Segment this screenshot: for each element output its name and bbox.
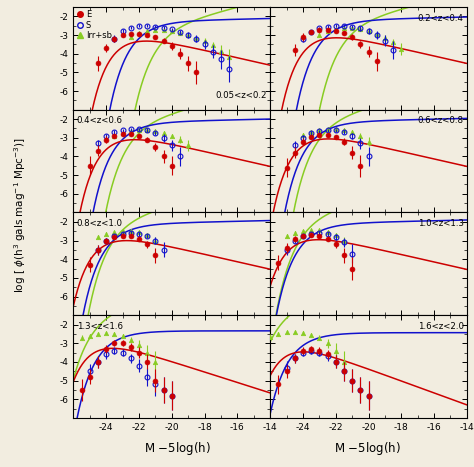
Text: M $-$5log(h): M $-$5log(h) [145,440,211,457]
Text: 1.3<z<1.6: 1.3<z<1.6 [77,322,123,331]
Text: log [ $\phi$(h$^3$ gals mag$^{-1}$ Mpc$^{-3}$)]: log [ $\phi$(h$^3$ gals mag$^{-1}$ Mpc$^… [12,137,28,293]
Legend: E, S, Irr+sb: E, S, Irr+sb [76,9,113,41]
Text: 0.6<z<0.8: 0.6<z<0.8 [418,116,464,125]
Text: 1.6<z<2.0: 1.6<z<2.0 [418,322,464,331]
Text: 0.05<z<0.2: 0.05<z<0.2 [215,92,267,100]
Text: M $-$5log(h): M $-$5log(h) [334,440,401,457]
Text: 0.4<z<0.6: 0.4<z<0.6 [77,116,123,125]
Text: 0.8<z<1.0: 0.8<z<1.0 [77,219,123,228]
Text: 1.0<z<1.3: 1.0<z<1.3 [418,219,464,228]
Text: 0.2<z<0.4: 0.2<z<0.4 [418,14,464,22]
